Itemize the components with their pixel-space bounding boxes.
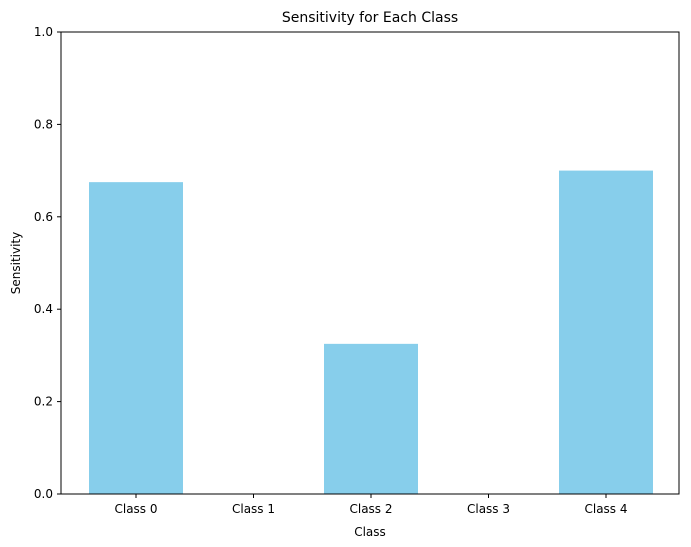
y-tick-label: 0.4 xyxy=(34,302,53,316)
chart-title: Sensitivity for Each Class xyxy=(282,10,458,26)
y-tick-label: 0.8 xyxy=(34,117,53,131)
y-tick-label: 0.0 xyxy=(34,487,53,501)
x-tick-label: Class 1 xyxy=(232,502,275,516)
bar-class-2 xyxy=(324,343,418,494)
y-axis-label: Sensitivity xyxy=(9,232,23,294)
bar-class-4 xyxy=(559,170,653,494)
bars-group xyxy=(89,170,653,494)
y-tick-label: 0.6 xyxy=(34,210,53,224)
y-axis-ticks: 0.0 0.2 0.4 0.6 0.8 1.0 xyxy=(34,25,61,501)
plot-area-frame xyxy=(60,31,680,495)
bar-class-0 xyxy=(89,182,183,494)
x-tick-label: Class 3 xyxy=(467,502,510,516)
x-axis-ticks: Class 0 Class 1 Class 2 Class 3 Class 4 xyxy=(114,494,628,516)
x-axis-label: Class xyxy=(354,525,386,539)
x-tick-label: Class 2 xyxy=(349,502,392,516)
x-tick-label: Class 0 xyxy=(114,502,157,516)
y-tick-label: 1.0 xyxy=(34,25,53,39)
x-tick-label: Class 4 xyxy=(584,502,627,516)
y-tick-label: 0.2 xyxy=(34,395,53,409)
